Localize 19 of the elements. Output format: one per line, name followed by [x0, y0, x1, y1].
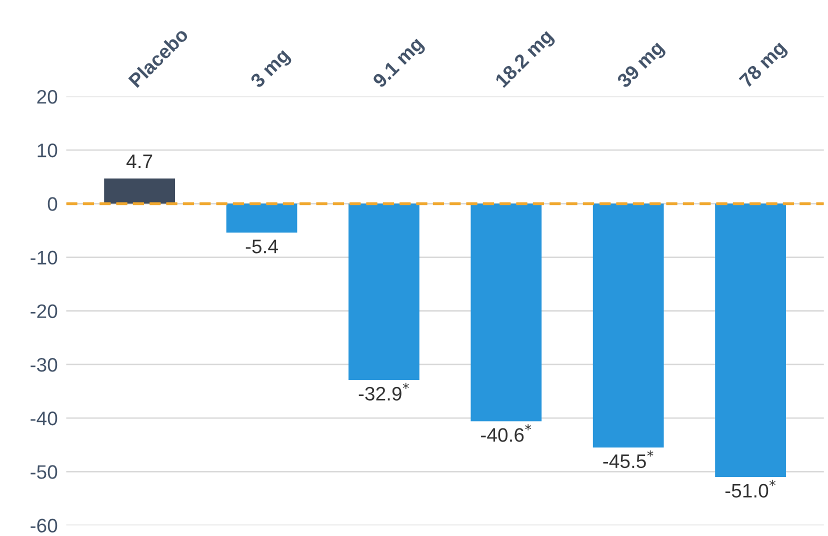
- data-label: -5.4: [246, 240, 278, 254]
- data-label: 4.7: [126, 154, 152, 168]
- data-label: -32.9$^{*}$: [358, 382, 409, 401]
- x-tick-label: 39 mg: [616, 40, 668, 92]
- y-tick-label: 0: [48, 197, 58, 211]
- y-tick-label: -20: [30, 304, 58, 318]
- y-tick-label: -10: [30, 250, 58, 265]
- y-tick-label: -40: [30, 412, 58, 426]
- data-label: -51.0$^{*}$: [725, 480, 776, 498]
- x-tick-label: 9.1 mg: [372, 36, 427, 92]
- data-label: -45.5$^{*}$: [603, 450, 654, 468]
- data-label: -40.6$^{*}$: [481, 424, 532, 442]
- y-tick-label: 20: [37, 90, 58, 104]
- y-tick-label: -60: [30, 518, 58, 533]
- y-tick-label: 10: [38, 144, 58, 158]
- y-tick-label: -50: [30, 465, 58, 479]
- x-tick-label: 3 mg: [250, 48, 293, 92]
- x-tick-label: 78 mg: [738, 40, 790, 92]
- y-tick-label: -30: [30, 358, 58, 372]
